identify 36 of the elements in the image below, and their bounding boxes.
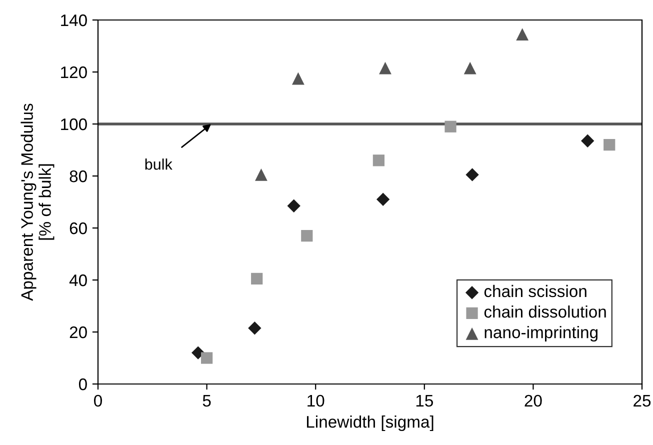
annotation: bulk [145, 158, 172, 170]
point [466, 168, 479, 182]
x-tick-label: 20 [524, 394, 542, 407]
point [248, 322, 262, 335]
y-tick-label: 0 [78, 378, 87, 390]
x-tick-label: 5 [202, 395, 211, 407]
point [301, 230, 313, 242]
y-tick-label: 20 [70, 326, 87, 338]
point [444, 120, 456, 132]
y-axis-title: Apparent Young's Modulus [% of bulk] [20, 104, 54, 301]
x-tick-label: 25 [634, 394, 651, 407]
y-tick-label: 100 [61, 118, 87, 130]
y-tick-label: 120 [61, 66, 87, 78]
y-tick-label: 80 [70, 170, 87, 182]
point [254, 168, 268, 181]
point [379, 62, 392, 74]
point [372, 154, 385, 166]
y-tick-label: 140 [61, 14, 87, 26]
point [581, 134, 594, 148]
legend-label: chain scission [484, 284, 586, 298]
point [376, 192, 390, 206]
point [516, 28, 529, 41]
x-tick-label: 0 [94, 394, 102, 407]
x-axis-title: Linewidth [sigma] [306, 416, 434, 432]
y-tick-label: 40 [69, 274, 87, 286]
legend-label: chain dissolution [484, 305, 606, 318]
point [292, 72, 304, 85]
point [251, 272, 263, 285]
point [287, 199, 300, 212]
y-tick-label: 60 [70, 222, 87, 234]
point [464, 62, 476, 74]
legend-label: nano-imprinting [484, 326, 598, 342]
x-tick-label: 15 [416, 395, 433, 407]
point [604, 138, 616, 151]
x-tick-label: 10 [308, 394, 324, 407]
point [200, 352, 213, 364]
